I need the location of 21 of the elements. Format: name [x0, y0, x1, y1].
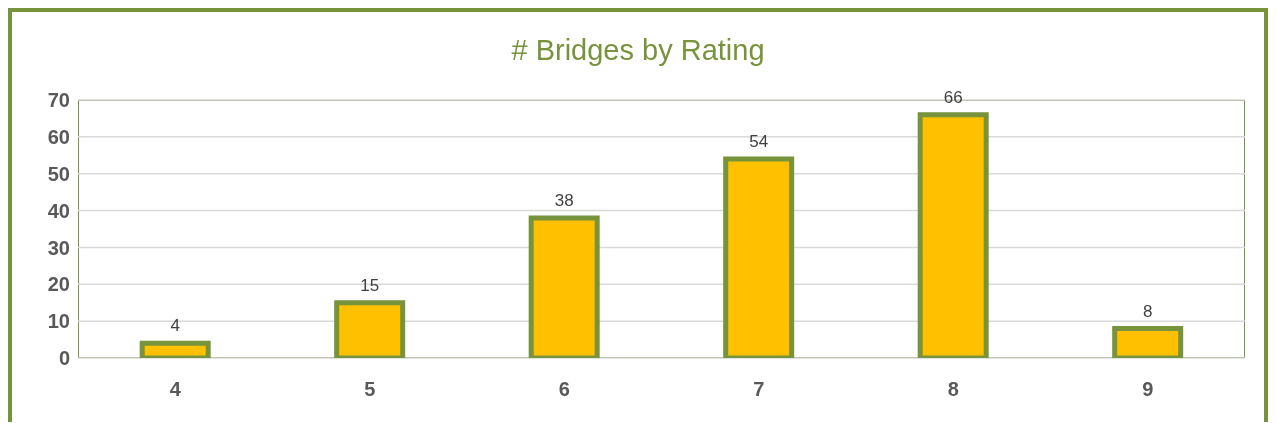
- x-tick-label: 6: [558, 378, 570, 401]
- x-tick-label: 5: [364, 378, 376, 401]
- data-label: 54: [749, 131, 769, 151]
- data-label: 4: [170, 316, 180, 336]
- y-tick-label: 40: [47, 199, 70, 222]
- y-tick-label: 60: [47, 125, 70, 148]
- y-tick-label: 0: [58, 347, 70, 370]
- x-tick-label: 4: [169, 378, 182, 401]
- data-label: 8: [1142, 301, 1153, 321]
- y-tick-label: 70: [47, 89, 70, 112]
- y-tick-label: 30: [47, 236, 70, 259]
- y-tick-label: 20: [47, 273, 70, 296]
- chart-title: # Bridges by Rating: [510, 34, 766, 67]
- y-tick-label: 50: [47, 162, 70, 185]
- x-tick-label: 7: [753, 378, 765, 401]
- data-label: 66: [943, 87, 963, 107]
- y-tick-label: 10: [47, 310, 70, 333]
- data-label: 15: [360, 275, 380, 295]
- x-tick-label: 8: [947, 378, 959, 401]
- data-label: 38: [554, 190, 574, 210]
- x-tick-label: 9: [1142, 378, 1154, 401]
